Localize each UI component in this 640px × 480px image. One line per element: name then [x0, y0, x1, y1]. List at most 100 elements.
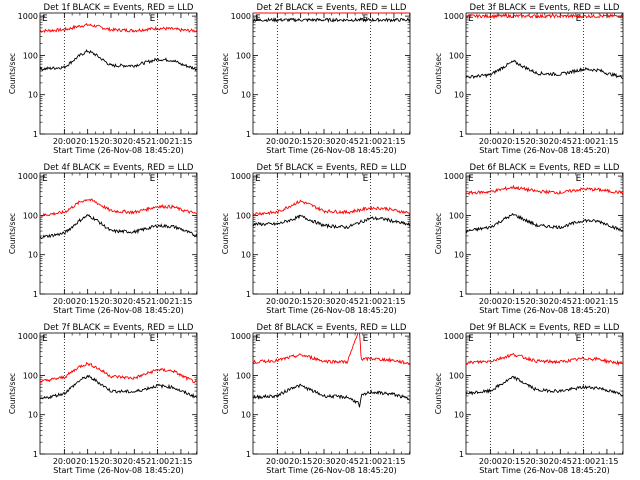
series-events-line	[39, 214, 198, 240]
x-tick-label: 20:15	[289, 457, 312, 466]
y-axis-label: Counts/sec	[221, 373, 230, 414]
series-lld-line	[39, 361, 198, 384]
x-tick-label: 21:15	[595, 297, 618, 306]
series-events-line	[252, 214, 411, 230]
x-tick-label: 20:00	[479, 457, 502, 466]
x-tick-label: 20:45	[336, 137, 359, 146]
x-tick-label: 20:00	[479, 137, 502, 146]
subplot-title: Det 2f BLACK = Events, RED = LLD	[257, 3, 407, 13]
subplot-title: Det 3f BLACK = Events, RED = LLD	[470, 3, 620, 13]
x-tick-label: 20:45	[123, 457, 146, 466]
x-tick-label: 20:30	[99, 297, 122, 306]
y-axis-label: Counts/sec	[8, 373, 17, 414]
y-tick-label: 1	[33, 450, 38, 459]
y-tick-label: 1	[246, 450, 251, 459]
series-events-line	[465, 375, 624, 397]
x-tick-label: 21:15	[382, 297, 405, 306]
x-tick-label: 21:00	[572, 297, 595, 306]
subplot-title: Det 6f BLACK = Events, RED = LLD	[470, 163, 620, 173]
subplot-title: Det 1f BLACK = Events, RED = LLD	[44, 3, 194, 13]
x-tick-label: 20:30	[312, 457, 335, 466]
x-tick-label: 20:30	[99, 137, 122, 146]
y-axis-label: Counts/sec	[221, 53, 230, 94]
y-tick-label: 100	[236, 211, 251, 220]
x-tick-label: 20:15	[289, 137, 312, 146]
series-lld-line	[39, 22, 198, 34]
x-tick-label: 20:45	[336, 297, 359, 306]
plot-frame	[465, 332, 624, 455]
y-tick-label: 10	[454, 91, 464, 100]
y-tick-label: 1	[246, 130, 251, 139]
subplot-title: Det 5f BLACK = Events, RED = LLD	[257, 163, 407, 173]
y-axis-label: Counts/sec	[434, 53, 443, 94]
y-tick-label: 100	[23, 211, 38, 220]
x-tick-label: 21:00	[359, 457, 382, 466]
x-axis-label: Start Time (26-Nov-08 18:45:20)	[53, 146, 183, 155]
x-axis-label: Start Time (26-Nov-08 18:45:20)	[266, 306, 396, 315]
x-tick-label: 21:15	[595, 137, 618, 146]
x-tick-label: 20:45	[123, 137, 146, 146]
x-tick-label: 20:15	[502, 137, 525, 146]
y-tick-label: 10	[454, 411, 464, 420]
y-axis-label: Counts/sec	[434, 213, 443, 254]
x-tick-label: 20:00	[266, 457, 289, 466]
y-tick-label: 1000	[18, 12, 38, 21]
corner-mark: E	[42, 334, 48, 344]
y-tick-label: 10	[241, 411, 251, 420]
x-tick-label: 21:15	[382, 137, 405, 146]
x-tick-label: 21:15	[382, 457, 405, 466]
y-axis-label: Counts/sec	[8, 53, 17, 94]
x-tick-label: 20:00	[266, 297, 289, 306]
y-tick-label: 1000	[444, 172, 464, 181]
y-tick-label: 10	[454, 251, 464, 260]
y-tick-label: 100	[23, 51, 38, 60]
x-tick-label: 21:00	[572, 457, 595, 466]
plot-frame	[39, 12, 198, 135]
y-tick-label: 100	[236, 51, 251, 60]
x-tick-label: 20:00	[266, 137, 289, 146]
x-tick-label: 21:00	[359, 137, 382, 146]
plot-frame	[465, 12, 624, 135]
series-lld-line	[465, 13, 623, 20]
x-tick-label: 21:00	[146, 137, 169, 146]
y-tick-label: 1000	[444, 12, 464, 21]
x-tick-label: 20:15	[76, 457, 99, 466]
x-tick-label: 21:15	[169, 137, 192, 146]
series-events-line	[465, 59, 624, 80]
corner-mark: E	[576, 334, 582, 344]
corner-mark: E	[576, 174, 582, 184]
x-axis-label: Start Time (26-Nov-08 18:45:20)	[479, 466, 609, 475]
corner-mark: E	[468, 334, 474, 344]
y-axis-label: Counts/sec	[8, 213, 17, 254]
x-tick-label: 20:45	[549, 137, 572, 146]
y-tick-label: 100	[236, 371, 251, 380]
y-tick-label: 1000	[18, 332, 38, 341]
corner-mark: E	[150, 174, 156, 184]
x-tick-label: 20:15	[289, 297, 312, 306]
y-tick-label: 1000	[231, 332, 251, 341]
y-tick-label: 10	[241, 251, 251, 260]
corner-mark: E	[363, 14, 369, 24]
x-tick-label: 21:15	[169, 297, 192, 306]
x-tick-label: 20:15	[76, 297, 99, 306]
corner-mark: E	[363, 334, 369, 344]
corner-mark: E	[468, 14, 474, 24]
y-tick-label: 1	[459, 290, 464, 299]
x-tick-label: 20:00	[53, 457, 76, 466]
series-lld-line	[39, 198, 198, 217]
x-tick-label: 20:30	[99, 457, 122, 466]
x-tick-label: 21:00	[359, 297, 382, 306]
series-events-line	[39, 374, 198, 400]
series-lld-line	[252, 332, 411, 366]
y-tick-label: 1	[459, 130, 464, 139]
series-lld-line	[252, 199, 411, 216]
x-axis-label: Start Time (26-Nov-08 18:45:20)	[266, 146, 396, 155]
x-tick-label: 20:30	[525, 297, 548, 306]
y-tick-label: 1	[459, 450, 464, 459]
y-tick-label: 10	[28, 91, 38, 100]
